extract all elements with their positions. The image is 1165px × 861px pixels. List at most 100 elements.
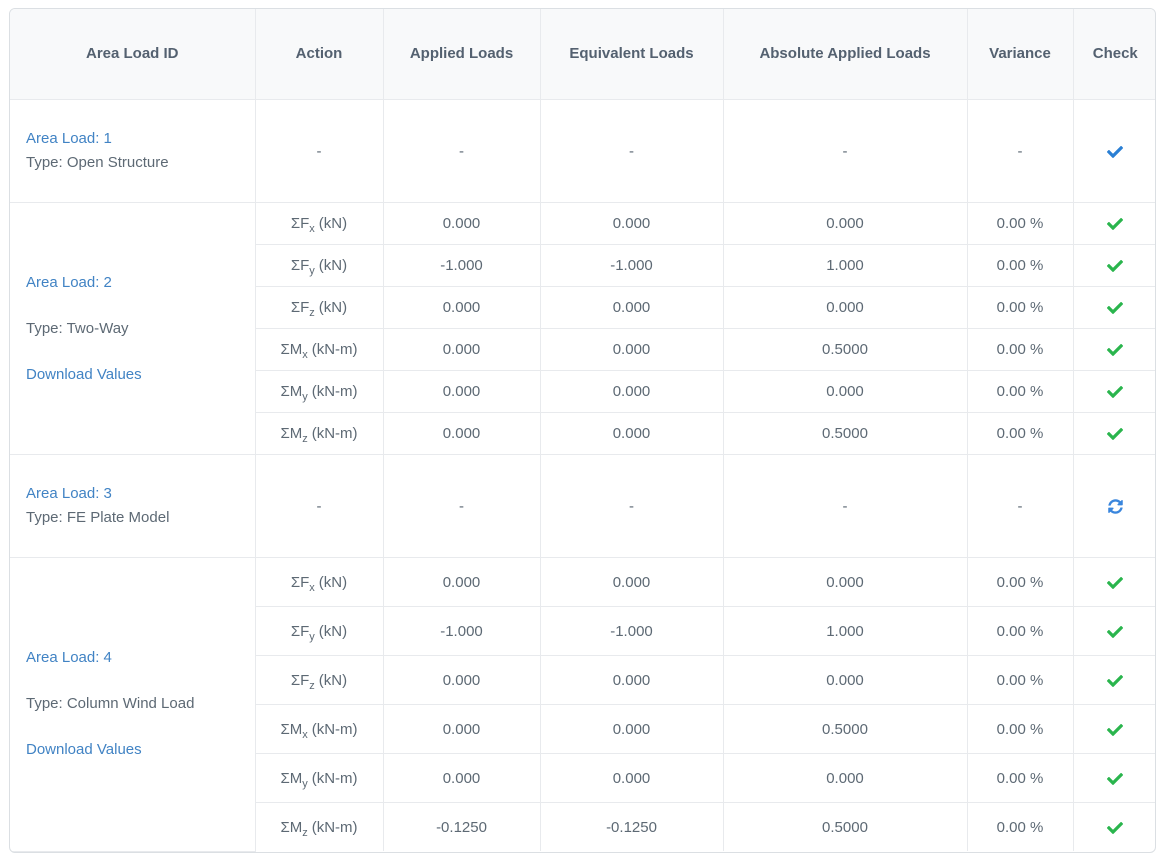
variance-cell: 0.00 % (966, 370, 1074, 413)
variance-cell: 0.00 % (966, 753, 1074, 803)
applied-loads-cell: - (382, 99, 541, 203)
action-cell: ΣFy (kN) (255, 244, 384, 287)
table-row: ΣFz (kN) 0.000 0.000 0.000 0.00 % (10, 655, 1155, 705)
action-cell: ΣMy (kN-m) (255, 370, 384, 413)
area-load-id-cell: Area Load: 1 Type: Open Structure (10, 99, 256, 203)
check-icon (1107, 425, 1124, 442)
absolute-applied-loads-cell: 0.000 (722, 655, 968, 705)
variance-cell: 0.00 % (966, 286, 1074, 329)
header-row: Area Load ID Action Applied Loads Equiva… (10, 9, 1155, 100)
variance-cell: 0.00 % (966, 328, 1074, 371)
applied-loads-cell: - (382, 454, 541, 558)
absolute-applied-loads-cell: 0.000 (722, 202, 968, 245)
check-cell (1072, 704, 1155, 754)
action-cell: ΣFx (kN) (254, 557, 384, 607)
check-cell (1072, 606, 1155, 656)
variance-cell: 0.00 % (966, 655, 1074, 705)
equivalent-loads-cell: 0.000 (539, 753, 724, 803)
applied-loads-cell: 0.000 (382, 704, 541, 754)
equivalent-loads-cell: 0.000 (539, 328, 724, 371)
applied-loads-cell: -1.000 (382, 606, 541, 656)
area-load-id-cell: Area Load: 3 Type: FE Plate Model (10, 454, 256, 558)
check-icon (1107, 341, 1124, 358)
table-row: Area Load: 3 Type: FE Plate Model - - - … (10, 454, 1155, 558)
col-header-absolute-applied-loads: Absolute Applied Loads (722, 9, 968, 100)
table-row: ΣMy (kN-m) 0.000 0.000 0.000 0.00 % (10, 753, 1155, 803)
check-cell (1072, 454, 1155, 558)
table-row: Area Load: 1 Type: Open Structure - - - … (10, 99, 1155, 203)
variance-cell: - (966, 454, 1074, 558)
equivalent-loads-cell: - (539, 454, 724, 558)
check-cell (1072, 286, 1155, 329)
equivalent-loads-cell: -0.1250 (539, 802, 724, 851)
absolute-applied-loads-cell: 0.5000 (722, 802, 968, 851)
action-cell: ΣMy (kN-m) (255, 753, 384, 803)
variance-cell: 0.00 % (966, 244, 1074, 287)
col-header-check: Check (1072, 9, 1155, 100)
table-row: Area Load: 4 Type: Column Wind Load Down… (10, 557, 1155, 852)
equivalent-loads-cell: -1.000 (539, 244, 724, 287)
col-header-area-load-id: Area Load ID (10, 9, 256, 100)
equivalent-loads-cell: 0.000 (539, 557, 724, 607)
absolute-applied-loads-cell: 1.000 (722, 606, 968, 656)
table-row: ΣMy (kN-m) 0.000 0.000 0.000 0.00 % (10, 370, 1155, 413)
action-cell: ΣFy (kN) (255, 606, 384, 656)
equivalent-loads-cell: 0.000 (539, 202, 724, 245)
applied-loads-cell: 0.000 (382, 655, 541, 705)
table-row: ΣFy (kN) -1.000 -1.000 1.000 0.00 % (10, 606, 1155, 656)
refresh-icon[interactable] (1107, 498, 1123, 515)
equivalent-loads-cell: 0.000 (539, 370, 724, 413)
absolute-applied-loads-cell: 1.000 (722, 244, 968, 287)
equivalent-loads-cell: 0.000 (539, 704, 724, 754)
applied-loads-cell: 0.000 (382, 412, 541, 455)
equivalent-loads-cell: 0.000 (539, 286, 724, 329)
variance-cell: 0.00 % (966, 557, 1074, 607)
check-cell (1072, 557, 1155, 607)
applied-loads-cell: 0.000 (382, 286, 541, 329)
check-cell (1072, 244, 1155, 287)
area-load-link[interactable]: Area Load: 3 (26, 485, 112, 502)
variance-cell: 0.00 % (966, 202, 1074, 245)
col-header-action: Action (254, 9, 384, 100)
absolute-applied-loads-cell: - (722, 454, 968, 558)
absolute-applied-loads-cell: - (722, 99, 968, 203)
check-icon (1107, 573, 1124, 590)
area-load-validation-table: Area Load ID Action Applied Loads Equiva… (10, 9, 1155, 852)
applied-loads-cell: 0.000 (382, 370, 541, 413)
area-load-link[interactable]: Area Load: 2 (26, 273, 112, 291)
applied-loads-cell: 0.000 (382, 202, 541, 245)
action-cell: ΣMz (kN-m) (255, 802, 384, 851)
table-row: ΣFz (kN) 0.000 0.000 0.000 0.00 % (10, 286, 1155, 329)
applied-loads-cell: 0.000 (382, 557, 541, 607)
table-row: ΣMx (kN-m) 0.000 0.000 0.5000 0.00 % (10, 328, 1155, 371)
check-cell (1072, 412, 1155, 455)
download-values-link[interactable]: Download Values (26, 741, 142, 759)
check-icon (1107, 383, 1124, 400)
check-icon (1107, 769, 1124, 786)
table-row: Area Load: 2 Type: Two-Way Download Valu… (10, 202, 1155, 455)
absolute-applied-loads-cell: 0.000 (722, 557, 968, 607)
equivalent-loads-cell: - (539, 99, 724, 203)
check-icon (1107, 215, 1124, 232)
absolute-applied-loads-cell: 0.5000 (722, 328, 968, 371)
check-cell (1072, 328, 1155, 371)
check-icon (1107, 671, 1124, 688)
check-icon (1107, 622, 1124, 639)
action-cell: ΣFx (kN) (254, 202, 384, 245)
action-cell: - (254, 454, 384, 558)
absolute-applied-loads-cell: 0.5000 (722, 704, 968, 754)
check-cell (1072, 202, 1155, 245)
area-load-link[interactable]: Area Load: 1 (26, 130, 112, 147)
area-load-link[interactable]: Area Load: 4 (26, 649, 112, 667)
equivalent-loads-cell: 0.000 (539, 412, 724, 455)
action-cell: ΣMz (kN-m) (255, 412, 384, 455)
area-load-type-label: Type: Column Wind Load (26, 695, 195, 713)
variance-cell: 0.00 % (966, 412, 1074, 455)
applied-loads-cell: -1.000 (382, 244, 541, 287)
check-icon (1107, 818, 1124, 835)
col-header-equivalent-loads: Equivalent Loads (539, 9, 724, 100)
absolute-applied-loads-cell: 0.000 (722, 286, 968, 329)
area-load-id-cell: Area Load: 2 Type: Two-Way Download Valu… (10, 202, 256, 455)
download-values-link[interactable]: Download Values (26, 365, 142, 383)
absolute-applied-loads-cell: 0.000 (722, 370, 968, 413)
